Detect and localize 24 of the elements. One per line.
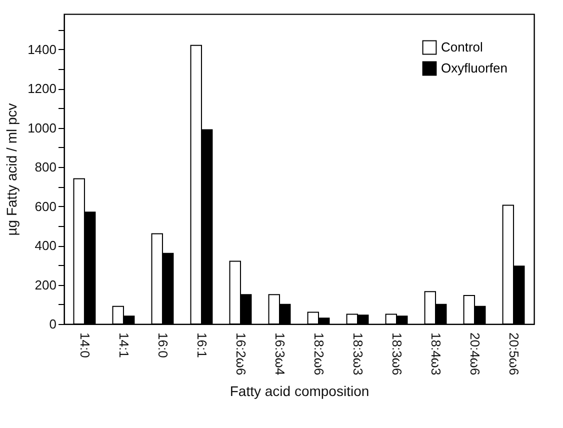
x-tick-label: 16:3ω4 xyxy=(272,332,288,376)
y-tick-label: 1000 xyxy=(28,120,56,136)
y-tick-label: 200 xyxy=(34,277,56,292)
x-tick-label: 18:2ω6 xyxy=(312,332,326,376)
y-tick-label: 600 xyxy=(34,198,56,214)
x-tick-label: 16:0 xyxy=(155,332,170,358)
x-tick-label: 16:2ω6 xyxy=(233,332,248,376)
legend-label: Oxyfluorfen xyxy=(441,60,508,76)
y-tick-label: 1200 xyxy=(28,81,56,96)
legend-label: Control xyxy=(441,40,484,54)
x-tick-label: 14:0 xyxy=(77,332,92,358)
x-tick-label: 16:1 xyxy=(194,332,210,358)
x-tick-label: 18:3ω3 xyxy=(350,332,366,376)
x-tick-label: 20:4ω6 xyxy=(468,332,483,376)
y-tick-label: 400 xyxy=(34,238,56,254)
y-tick-label: 1400 xyxy=(28,42,56,57)
x-tick-label: 18:3ω6 xyxy=(390,332,405,376)
x-tick-label: 14:1 xyxy=(116,332,132,358)
x-tick-label: 20:5ω6 xyxy=(506,332,522,376)
y-tick-label: 800 xyxy=(34,160,56,175)
x-tick-label: 18:4ω3 xyxy=(428,332,444,376)
y-axis-title: µg Fatty acid / ml pcv xyxy=(4,103,20,236)
x-axis-title: Fatty acid composition xyxy=(230,383,370,400)
y-tick-label: 0 xyxy=(49,316,56,332)
